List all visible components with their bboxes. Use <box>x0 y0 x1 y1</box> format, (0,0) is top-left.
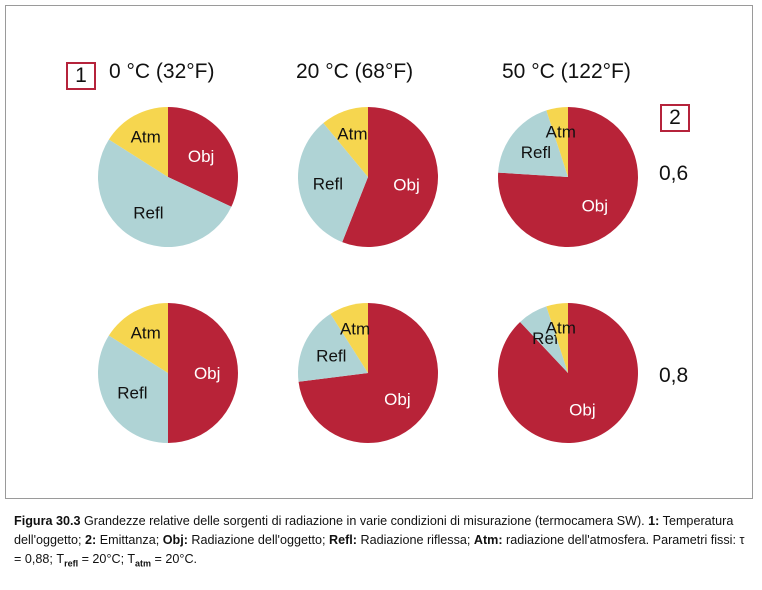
pie-5-label-obj: Obj <box>569 400 595 419</box>
pie-4-slice-atm <box>330 303 368 373</box>
pie-2-slice-refl <box>498 110 568 177</box>
caption-value-1: Temperatura dell'oggetto; <box>14 514 734 547</box>
row-badge: 2 <box>660 104 690 132</box>
pie-5-label-refl: Refl <box>532 329 562 348</box>
caption-text: Grandezze relative delle sorgenti di rad… <box>80 514 649 528</box>
pie-5-slice-atm <box>546 303 568 373</box>
pie-0-label-obj: Obj <box>188 147 214 166</box>
caption-value-refl: Radiazione riflessa; <box>356 533 474 547</box>
pie-2-label-refl: Refl <box>521 143 551 162</box>
pie-0-label-refl: Refl <box>133 204 163 223</box>
caption-sub-refl: refl <box>64 558 79 569</box>
pie-grid: ObjReflAtmObjReflAtmObjReflAtmObjReflAtm… <box>97 107 639 443</box>
pie-5-label-atm: Atm <box>546 318 576 337</box>
pie-2-label-obj: Obj <box>582 197 608 216</box>
caption-value-tatm: = 20°C. <box>151 552 198 566</box>
pie-3-label-obj: Obj <box>194 364 220 383</box>
figure-caption: Figura 30.3 Grandezze relative delle sor… <box>14 512 752 574</box>
caption-sub-atm: atm <box>135 558 152 569</box>
pie-1-label-obj: Obj <box>393 175 419 194</box>
row-label-0: 0,6 <box>659 162 689 185</box>
column-badge: 1 <box>66 62 96 90</box>
pie-0-slice-atm <box>108 107 168 177</box>
caption-value-2: Emittanza; <box>96 533 163 547</box>
pie-1-slice-atm <box>323 107 368 177</box>
caption-value-trefl: = 20°C; T <box>78 552 136 566</box>
pie-3-slice-obj <box>168 303 238 443</box>
pie-2-slice-obj <box>498 107 639 247</box>
pie-1-slice-obj <box>342 107 439 247</box>
caption-key-atm: Atm: <box>473 533 503 547</box>
pie-0-slice-refl <box>97 139 232 248</box>
caption-value-obj: Radiazione dell'oggetto; <box>187 533 329 547</box>
column-header-1: 20 °C (68°F) <box>296 60 414 83</box>
pie-4-label-obj: Obj <box>384 390 410 409</box>
pie-3-slice-refl <box>98 335 168 443</box>
caption-key-2: 2: <box>85 533 97 547</box>
caption-value-atm: radiazione dell'atmosfera. Parametri fis… <box>14 533 745 566</box>
pie-3-slice-atm <box>108 303 168 373</box>
caption-key-1: 1: <box>648 514 660 528</box>
pie-1-label-atm: Atm <box>337 125 367 144</box>
pie-1-slice-refl <box>297 123 368 243</box>
pie-0-slice-obj <box>168 107 238 207</box>
pie-4-label-refl: Refl <box>316 347 346 366</box>
pie-0-label-atm: Atm <box>131 128 161 147</box>
column-header-2: 50 °C (122°F) <box>502 60 631 83</box>
caption-figure-number: Figura 30.3 <box>14 514 81 528</box>
column-header-0: 0 °C (32°F) <box>109 60 215 83</box>
caption-key-obj: Obj: <box>162 533 188 547</box>
pie-2-slice-atm <box>546 107 568 177</box>
pie-4-slice-refl <box>297 313 368 382</box>
pie-2-label-atm: Atm <box>546 122 576 141</box>
caption-key-refl: Refl: <box>328 533 357 547</box>
pie-4-label-atm: Atm <box>340 320 370 339</box>
pie-4-slice-obj <box>298 303 438 443</box>
pie-5-slice-obj <box>497 303 638 443</box>
pie-1-label-refl: Refl <box>313 174 343 193</box>
pie-3-label-atm: Atm <box>131 324 161 343</box>
pie-5-slice-refl <box>520 306 568 373</box>
row-label-1: 0,8 <box>659 364 689 387</box>
pie-3-label-refl: Refl <box>117 384 147 403</box>
